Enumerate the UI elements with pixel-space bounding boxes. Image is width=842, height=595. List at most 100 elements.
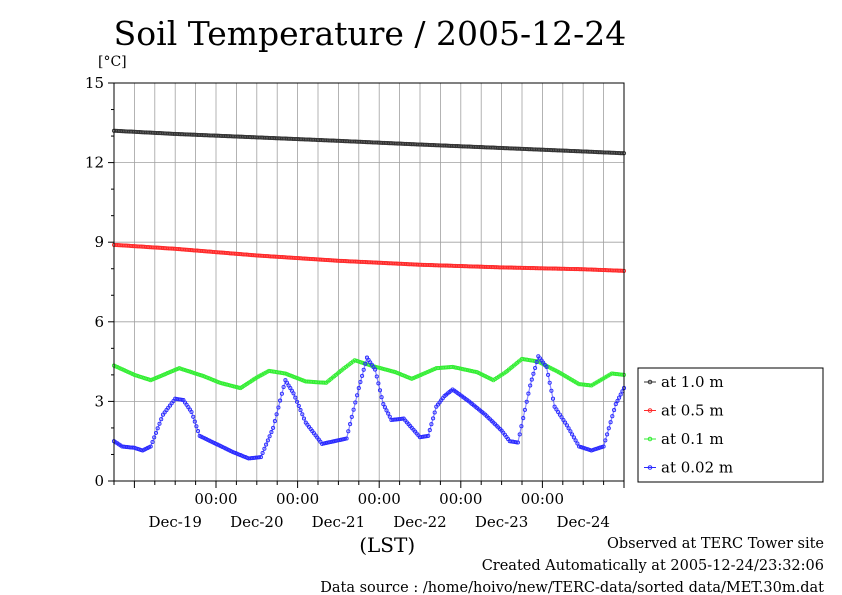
series-point [278, 398, 283, 403]
series-point [153, 430, 159, 435]
series-point [196, 372, 201, 377]
series-point [528, 383, 533, 388]
series-point [179, 397, 184, 402]
series-point [426, 433, 431, 438]
series-point [568, 429, 573, 434]
series-point [514, 440, 519, 445]
series-point [192, 419, 197, 424]
series-point [617, 395, 622, 400]
series-point [298, 408, 303, 413]
series-point [606, 426, 611, 431]
footer-site: Observed at TERC Tower site [606, 536, 824, 552]
series-point [320, 441, 325, 446]
series-point [274, 412, 279, 417]
y-tick-label: 9 [94, 233, 104, 251]
series-point [337, 438, 342, 443]
series-point [399, 416, 404, 421]
legend-box [637, 367, 824, 483]
y-tick-label: 12 [85, 154, 104, 172]
series-1 [111, 242, 627, 273]
series-point [615, 398, 620, 403]
series-point [521, 416, 526, 421]
series-point [580, 445, 585, 450]
series-point [517, 432, 522, 437]
series-point [262, 446, 267, 451]
series-point [379, 395, 384, 400]
footer-created: Created Automatically at 2005-12-24/23:3… [481, 558, 824, 574]
series-point [271, 425, 276, 430]
series-point [157, 421, 162, 426]
series-point [330, 439, 335, 444]
series-point [610, 414, 615, 419]
x-time-label: 00:00 [439, 490, 482, 508]
series-point [376, 381, 381, 386]
series-point [296, 403, 301, 408]
series-point [332, 439, 337, 444]
series-point [534, 360, 539, 365]
series-point [189, 409, 194, 415]
series-point [265, 438, 270, 443]
series-point [353, 400, 358, 405]
series-point [386, 368, 391, 373]
series-point [384, 408, 389, 413]
series-point [570, 432, 575, 437]
series-point [322, 380, 327, 385]
series-point [349, 414, 354, 419]
series-point [257, 455, 262, 460]
series-point [260, 450, 265, 456]
y-axis-unit: [°C] [98, 54, 127, 70]
legend-swatch-marker [647, 465, 653, 470]
series-point [608, 420, 613, 425]
x-time-label: 00:00 [194, 490, 237, 508]
series-point [605, 432, 610, 437]
legend-label: at 0.02 m [661, 459, 733, 477]
series-point [291, 391, 296, 396]
plot-frame [113, 82, 625, 482]
series-point [387, 414, 392, 419]
series-point [618, 392, 623, 397]
legend-swatch-marker [647, 408, 653, 413]
series-point [526, 391, 531, 396]
series-point [348, 422, 353, 427]
series-point [264, 442, 269, 447]
series-point [301, 416, 307, 421]
legend-swatch-marker [647, 436, 653, 442]
series-point [339, 437, 344, 442]
series-point [531, 371, 536, 376]
series-point [155, 426, 160, 431]
series-point [389, 369, 395, 374]
x-date-label: Dec-22 [393, 513, 446, 531]
series-point [373, 367, 378, 372]
series-point [281, 384, 286, 390]
series-point [552, 404, 557, 409]
series-point [150, 439, 155, 445]
series-point [566, 426, 571, 431]
series-point [194, 424, 199, 429]
series-point [573, 438, 578, 443]
series-point [377, 388, 383, 393]
series-point [355, 393, 360, 398]
series-point [294, 399, 300, 404]
series-point [382, 405, 387, 410]
series-point [328, 439, 333, 445]
series-point [601, 444, 606, 449]
x-date-label: Dec-19 [148, 513, 201, 531]
x-time-label: 00:00 [521, 490, 564, 508]
series-point [424, 434, 429, 439]
series-0 [111, 128, 627, 156]
y-tick-label: 0 [94, 472, 104, 490]
series-point [522, 407, 527, 412]
series-point [159, 417, 164, 422]
series-point [466, 368, 471, 373]
series-point [382, 367, 388, 372]
series-point [450, 364, 455, 369]
series-point [455, 365, 460, 371]
footer-source: Data source : /home/hoivo/new/TERC-data/… [320, 580, 824, 595]
series-point [429, 422, 434, 427]
series-point [356, 386, 361, 391]
series-point [272, 419, 277, 424]
x-time-label: 00:00 [358, 490, 401, 508]
series-point [519, 424, 524, 429]
series-point [293, 395, 298, 400]
series-point [178, 366, 184, 371]
